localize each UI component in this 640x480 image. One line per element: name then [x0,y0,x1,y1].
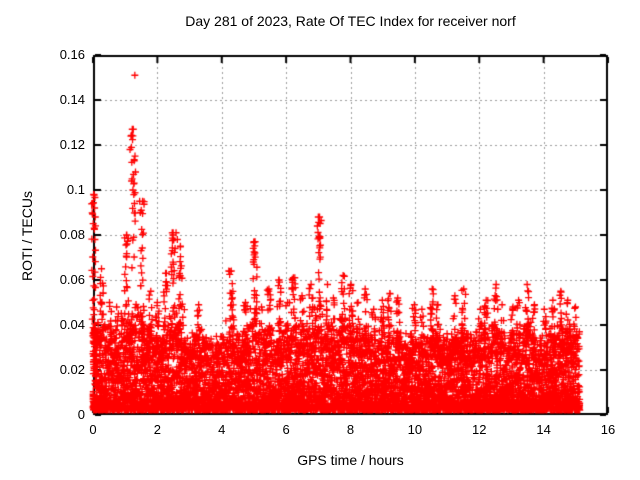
y-tick-label: 0.1 [66,182,85,197]
x-tick-label: 8 [346,422,355,437]
y-tick-label: 0.02 [59,362,85,377]
y-tick-label: 0.06 [59,272,85,287]
x-tick-label: 10 [407,422,423,437]
y-tick-label: 0 [77,407,85,422]
x-tick-label: 0 [89,422,97,437]
x-axis-title: GPS time / hours [297,452,404,468]
x-tick-label: 2 [153,422,161,437]
y-tick-label: 0.04 [59,317,85,332]
y-tick-label: 0.16 [59,47,85,62]
chart-title: Day 281 of 2023, Rate Of TEC Index for r… [185,13,516,29]
y-tick-label: 0.12 [59,137,85,152]
x-tick-label: 6 [282,422,290,437]
x-tick-label: 16 [600,422,616,437]
y-tick-label: 0.08 [59,227,85,242]
x-tick-label: 14 [536,422,551,437]
x-tick-label: 12 [472,422,487,437]
x-tick-label: 4 [218,422,226,437]
y-tick-label: 0.14 [59,92,85,107]
